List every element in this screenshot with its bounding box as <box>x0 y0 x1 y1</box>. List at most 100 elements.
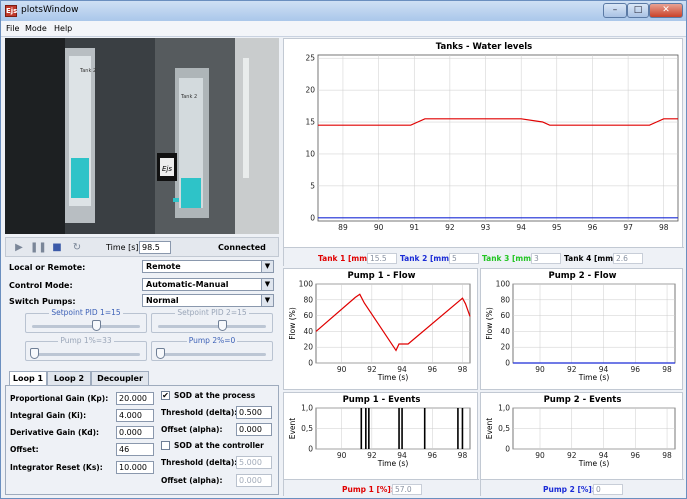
tanks-panel: Tanks - Water levels 89 90 91 92 93 94 95 96 97 9… <box>283 38 684 267</box>
local-remote-select[interactable]: Remote ▼ <box>142 260 274 273</box>
y-tick-label: 1,0 <box>301 404 313 413</box>
play-icon[interactable]: ▶ <box>15 242 23 253</box>
red-series-line <box>318 118 678 126</box>
menu-help[interactable]: Help <box>54 24 73 33</box>
pump1-flow-title: Pump 1 - Flow <box>347 271 416 281</box>
y-tick-label: 0 <box>505 445 510 454</box>
tank3-value: 3 <box>531 253 561 264</box>
time-field[interactable]: 98.5 <box>139 241 171 254</box>
y-tick-label: 80 <box>303 295 313 304</box>
chevron-down-icon: ▼ <box>261 295 273 306</box>
pump1-legend: Pump 1 [%]: 57.0 <box>284 479 479 497</box>
x-tick-label: 98 <box>659 223 669 232</box>
x-tick-label: 96 <box>427 451 437 460</box>
y-tick-label: 0 <box>505 359 510 368</box>
y-tick-label: 100 <box>299 280 314 289</box>
offset-process-field[interactable]: 0.000 <box>236 423 272 436</box>
ks-field[interactable]: 10.000 <box>116 461 154 474</box>
pause-icon[interactable]: ❚❚ <box>30 242 47 253</box>
tank4-value: 2.6 <box>613 253 643 264</box>
sod-controller-label: SOD at the controller <box>174 441 264 450</box>
pump2-events-panel: Pump 2 - Events 90 92 94 96 98 0 0,5 1,0 Time (s… <box>480 392 684 497</box>
menu-file[interactable]: File <box>6 24 20 33</box>
x-tick-label: 96 <box>427 365 437 374</box>
x-tick-label: 92 <box>367 451 377 460</box>
x-tick-label: 94 <box>516 223 526 232</box>
tank2-label: Tank 2 [mm]: <box>400 254 456 263</box>
red-series-line <box>315 293 471 352</box>
tab-loop1[interactable]: Loop 1 <box>9 371 47 386</box>
x-tick-label: 95 <box>552 223 562 232</box>
offset-field[interactable]: 46 <box>116 443 154 456</box>
y-tick-label: 25 <box>305 54 315 63</box>
x-axis-label: Time (s) <box>578 459 610 468</box>
tank2-value: 5 <box>449 253 479 264</box>
reset-icon[interactable]: ↻ <box>72 242 82 253</box>
camera-label: Ejs <box>162 165 172 173</box>
close-button[interactable]: ✕ <box>649 3 683 18</box>
plot-area <box>315 283 471 364</box>
tab-decoupler[interactable]: Decoupler <box>91 371 149 385</box>
control-mode-label: Control Mode: <box>9 281 73 290</box>
pump1-flow-chart: 90 92 94 96 98 0 20 40 60 80 100 Time (s) Flow (%) <box>288 280 471 382</box>
menu-mode[interactable]: Mode <box>25 24 47 33</box>
offset-controller-label: Offset (alpha): <box>161 476 223 485</box>
connection-status: Connected <box>218 243 266 252</box>
x-tick-label: 90 <box>337 451 347 460</box>
x-axis-label: Time (s) <box>377 373 409 382</box>
threshold-process-field[interactable]: 0.500 <box>236 406 272 419</box>
x-axis-label: Time (s) <box>377 459 409 468</box>
kp-field[interactable]: 20.000 <box>116 392 154 405</box>
pump2-legend: Pump 2 [%]: 0 <box>481 479 684 497</box>
pump2-legend-value: 0 <box>593 484 623 495</box>
kd-field[interactable]: 0.000 <box>116 426 154 439</box>
y-axis-label: Flow (%) <box>288 307 297 340</box>
y-axis-label: Flow (%) <box>485 307 494 340</box>
slider-thumb[interactable] <box>92 320 102 331</box>
maximize-button[interactable]: □ <box>627 3 649 18</box>
y-tick-label: 0 <box>308 445 313 454</box>
y-tick-label: 60 <box>500 311 510 320</box>
sod-controller-checkbox[interactable] <box>161 441 170 450</box>
x-tick-label: 90 <box>535 365 545 374</box>
y-tick-label: 100 <box>496 280 511 289</box>
y-tick-label: 5 <box>310 181 315 190</box>
slider-thumb[interactable] <box>30 348 39 359</box>
threshold-controller-field[interactable]: 5.000 <box>236 456 272 469</box>
switch-pumps-select[interactable]: Normal ▼ <box>142 294 274 307</box>
tank-left-label: Tank 2 <box>79 68 96 74</box>
playback-controls: ▶ ❚❚ ■ ↻ Time [s]: 98.5 Connected <box>5 237 279 257</box>
pump2-flow-title: Pump 2 - Flow <box>548 271 617 281</box>
x-tick-label: 96 <box>588 223 598 232</box>
tab-loop2[interactable]: Loop 2 <box>47 371 91 385</box>
setpoint-pid2-slider[interactable]: Setpoint PID 2=15 <box>151 308 273 333</box>
x-tick-label: 98 <box>662 365 672 374</box>
pump1-legend-value: 57.0 <box>392 484 422 495</box>
camera-view: Ejs Tank 2 Tank 2 <box>5 38 279 234</box>
y-tick-label: 20 <box>500 343 510 352</box>
offset-controller-field[interactable]: 0.000 <box>236 474 272 487</box>
ki-field[interactable]: 4.000 <box>116 409 154 422</box>
kd-label: Derivative Gain (Kd): <box>10 428 100 437</box>
pump2-slider[interactable]: Pump 2%=0 <box>151 336 273 361</box>
control-mode-select[interactable]: Automatic-Manual ▼ <box>142 278 274 291</box>
plot-area <box>317 54 679 222</box>
plot-area <box>512 283 676 364</box>
sod-process-checkbox[interactable]: ✔ <box>161 391 170 400</box>
slider-thumb[interactable] <box>156 348 165 359</box>
slider-thumb[interactable] <box>218 320 228 331</box>
ks-label: Integrator Reset (Ks): <box>10 463 103 472</box>
y-tick-label: 15 <box>305 118 315 127</box>
pump2-events-chart: 90 92 94 96 98 0 0,5 1,0 Time (s) Event <box>485 404 676 468</box>
pump1-events-chart: 90 92 94 96 98 0 0,5 1,0 Time (s) Event <box>288 404 471 468</box>
tanks-chart: 89 90 91 92 93 94 95 96 97 98 0 5 10 15 20 25 <box>305 54 679 232</box>
x-tick-label: 98 <box>458 451 468 460</box>
pump1-slider[interactable]: Pump 1%=33 <box>25 336 147 361</box>
loop-tabs: Loop 1 Loop 2 Decoupler Proportional Gai… <box>5 371 279 495</box>
y-axis-label: Event <box>485 418 494 440</box>
x-tick-label: 94 <box>599 451 609 460</box>
setpoint-pid1-slider[interactable]: Setpoint PID 1=15 <box>25 308 147 333</box>
stop-icon[interactable]: ■ <box>52 242 62 253</box>
minimize-button[interactable]: – <box>603 3 627 18</box>
